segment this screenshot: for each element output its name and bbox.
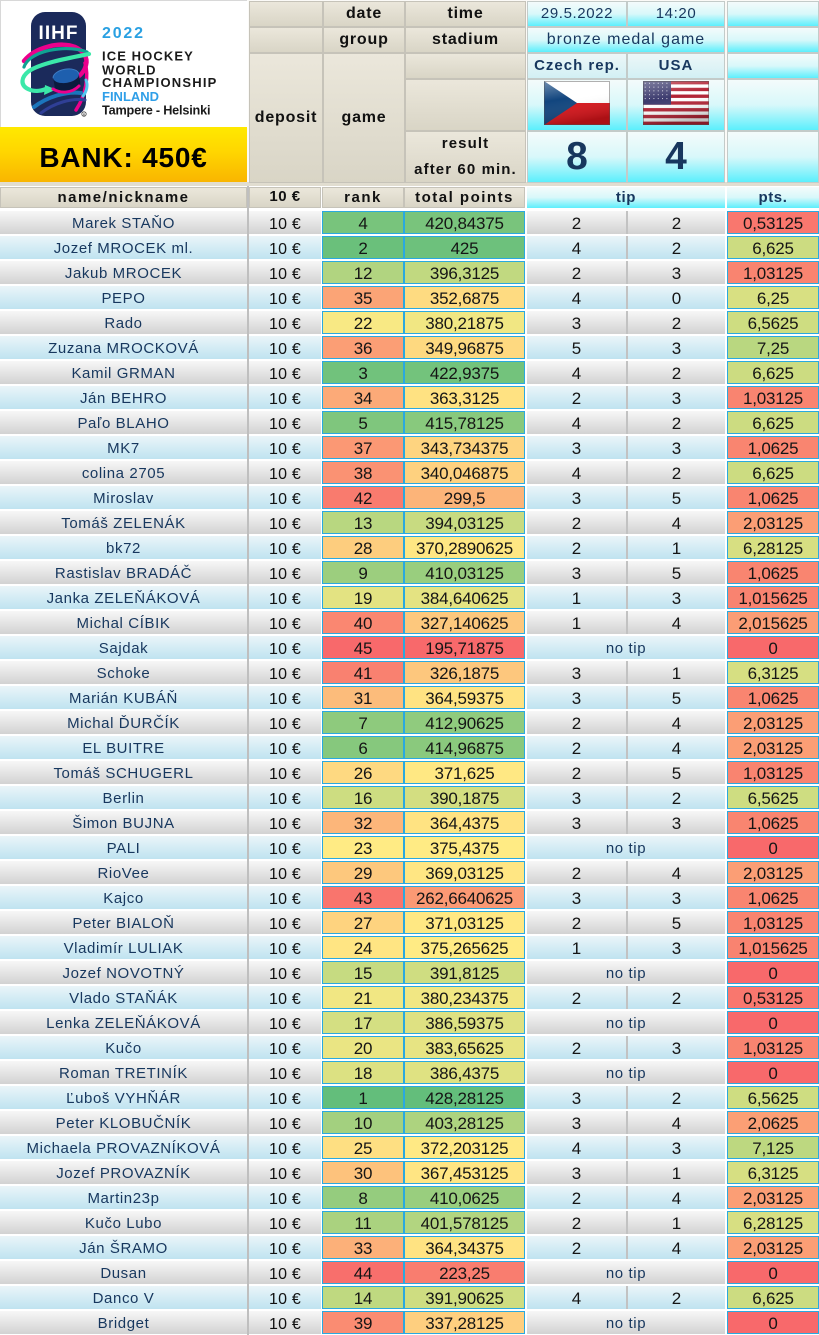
svg-text:Tampere - Helsinki: Tampere - Helsinki — [102, 104, 210, 118]
svg-text:CHAMPIONSHIP: CHAMPIONSHIP — [102, 75, 218, 90]
svg-text:FINLAND: FINLAND — [102, 89, 159, 104]
svg-text:R: R — [83, 113, 86, 117]
svg-text:ICE HOCKEY: ICE HOCKEY — [102, 49, 194, 64]
svg-text:2022: 2022 — [102, 25, 145, 42]
svg-text:IIHF: IIHF — [39, 23, 79, 44]
svg-text:WORLD: WORLD — [102, 63, 157, 78]
